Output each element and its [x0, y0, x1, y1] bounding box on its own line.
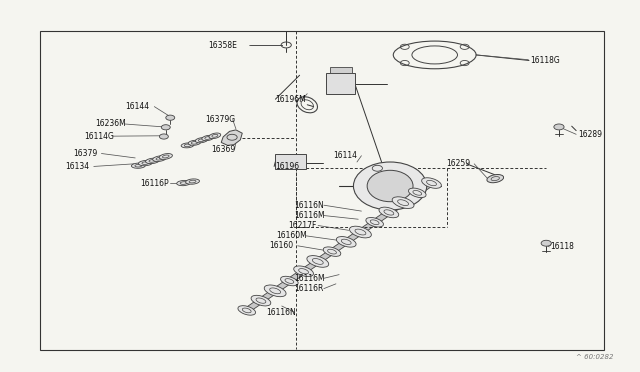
Ellipse shape — [251, 295, 271, 306]
Circle shape — [161, 125, 170, 130]
Text: 16114G: 16114G — [84, 132, 114, 141]
Ellipse shape — [145, 158, 159, 164]
Ellipse shape — [186, 179, 200, 184]
Text: 16116M: 16116M — [294, 211, 325, 220]
Text: 16236M: 16236M — [96, 119, 127, 128]
Text: 16379: 16379 — [73, 149, 97, 158]
Ellipse shape — [353, 162, 427, 210]
Text: 16144: 16144 — [125, 102, 150, 111]
Ellipse shape — [294, 266, 314, 276]
Ellipse shape — [379, 207, 399, 218]
Text: 16379G: 16379G — [205, 115, 236, 124]
Text: 16259: 16259 — [446, 159, 470, 169]
Bar — [40, 31, 604, 350]
Text: 16196: 16196 — [275, 162, 300, 171]
Ellipse shape — [366, 218, 383, 227]
Ellipse shape — [177, 180, 191, 186]
Text: 16160: 16160 — [269, 241, 293, 250]
Ellipse shape — [408, 188, 426, 198]
Ellipse shape — [349, 226, 371, 238]
Text: 16118G: 16118G — [531, 56, 560, 65]
Ellipse shape — [195, 138, 207, 143]
Ellipse shape — [153, 156, 166, 161]
Ellipse shape — [202, 135, 214, 141]
Text: 16118: 16118 — [550, 243, 575, 251]
Ellipse shape — [209, 133, 221, 138]
Ellipse shape — [131, 163, 145, 168]
Ellipse shape — [323, 247, 341, 256]
Circle shape — [541, 240, 551, 246]
Ellipse shape — [367, 170, 413, 202]
Polygon shape — [221, 130, 243, 145]
Text: 16217F: 16217F — [288, 221, 317, 230]
Text: 16116P: 16116P — [140, 179, 169, 187]
Circle shape — [159, 134, 168, 139]
Circle shape — [554, 124, 564, 130]
Ellipse shape — [159, 154, 172, 159]
Text: 16116N: 16116N — [294, 201, 324, 210]
Ellipse shape — [307, 256, 329, 267]
Text: 16196M: 16196M — [275, 95, 306, 104]
Ellipse shape — [188, 140, 201, 145]
Text: 16116N: 16116N — [266, 308, 296, 317]
Circle shape — [166, 115, 175, 120]
Text: 16116M: 16116M — [294, 274, 325, 283]
Polygon shape — [244, 182, 435, 312]
Text: ^ 60:0282: ^ 60:0282 — [575, 354, 613, 360]
Ellipse shape — [487, 174, 504, 183]
Ellipse shape — [422, 178, 442, 188]
Ellipse shape — [337, 237, 356, 247]
Text: 16369: 16369 — [212, 145, 236, 154]
Text: 16114: 16114 — [333, 151, 356, 160]
Ellipse shape — [238, 306, 255, 315]
Text: 16134: 16134 — [65, 162, 89, 171]
Text: 16358E: 16358E — [208, 41, 237, 50]
Bar — [330, 67, 352, 73]
Ellipse shape — [280, 276, 298, 286]
Text: 16160M: 16160M — [276, 231, 307, 240]
Ellipse shape — [264, 285, 286, 297]
Text: 16116R: 16116R — [294, 284, 324, 293]
Ellipse shape — [138, 160, 152, 166]
Ellipse shape — [181, 143, 194, 148]
Ellipse shape — [392, 197, 414, 208]
Text: 16289: 16289 — [578, 130, 602, 139]
Bar — [326, 73, 355, 94]
Bar — [275, 154, 306, 169]
